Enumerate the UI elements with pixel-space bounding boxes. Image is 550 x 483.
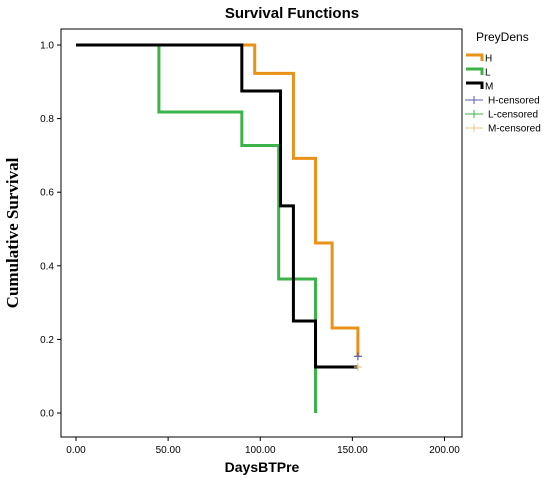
y-tick-label: 0.4 — [40, 261, 54, 272]
y-tick-label: 0.8 — [40, 114, 54, 125]
series-layer — [76, 43, 362, 413]
legend-label: H-censored — [488, 96, 540, 107]
legend-item-l: L — [466, 67, 491, 79]
censored-marker-m — [353, 363, 362, 371]
y-tick-label: 0.2 — [40, 335, 54, 346]
x-tick-label: 200.00 — [429, 445, 460, 456]
legend-swatch — [466, 81, 484, 89]
censored-marker-h — [353, 352, 362, 361]
legend-title: PreyDens — [476, 30, 529, 44]
series-h-line — [76, 43, 360, 357]
y-tick-label: 0.0 — [40, 409, 54, 420]
x-tick-label: 100.00 — [245, 445, 276, 456]
x-tick-label: 0.00 — [66, 445, 86, 456]
plot-frame — [60, 28, 463, 438]
legend-item-m: M — [466, 81, 493, 93]
series-l-line — [76, 43, 318, 413]
x-axis: 0.00 50.00 100.00 150.00 200.00 — [66, 437, 460, 456]
legend-label: M — [485, 82, 493, 93]
series-m-line — [76, 43, 358, 369]
legend-label: L — [485, 68, 491, 79]
legend-swatch — [466, 67, 484, 75]
legend-item-l-censored: L-censored — [465, 110, 538, 121]
x-tick-label: 50.00 — [156, 445, 181, 456]
y-axis: 0.0 0.2 0.4 0.6 0.8 1.0 — [40, 41, 61, 420]
legend-label: M-censored — [488, 124, 541, 135]
legend-swatch — [466, 53, 484, 61]
legend-label: H — [485, 54, 492, 65]
legend-item-m-censored: M-censored — [465, 124, 541, 135]
chart-title: Survival Functions — [225, 5, 359, 22]
y-axis-label: Cumulative Survival — [3, 157, 22, 308]
y-tick-label: 0.6 — [40, 188, 54, 199]
x-axis-label: DaysBTPre — [225, 459, 300, 475]
x-tick-label: 150.00 — [337, 445, 368, 456]
y-tick-label: 1.0 — [40, 41, 54, 52]
legend-item-h: H — [466, 53, 492, 65]
legend-item-h-censored: H-censored — [465, 96, 540, 107]
legend-label: L-censored — [488, 110, 538, 121]
legend: PreyDens HLM H-censored L-censored M-censor… — [465, 30, 541, 135]
